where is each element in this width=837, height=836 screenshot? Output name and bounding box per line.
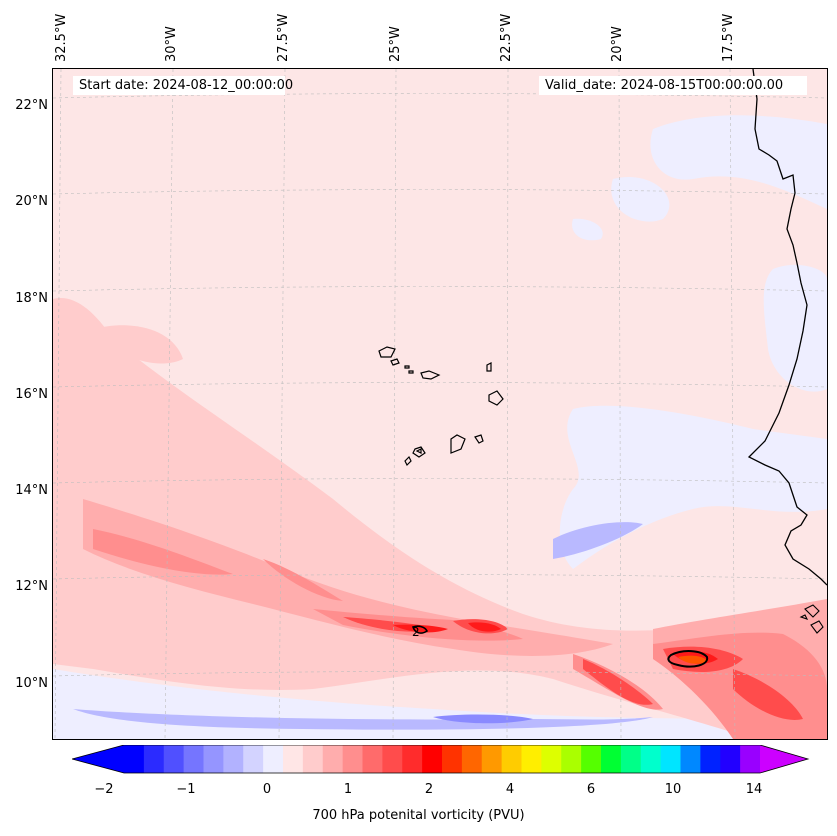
colorbar-cell [183, 745, 204, 773]
colorbar-cell [143, 745, 165, 773]
lon-label-20w: 20°W [610, 26, 625, 62]
colorbar-cell [362, 745, 383, 773]
gridlines [53, 69, 827, 739]
bissau-archipelago [799, 604, 824, 634]
colorbar-tick: 2 [424, 782, 434, 797]
colorbar-cell [203, 745, 224, 773]
start-date-box: Start date: 2024-08-12_00:00:00 [73, 76, 293, 95]
colorbar-cell [124, 745, 145, 773]
colorbar-cell [481, 745, 503, 773]
pv-field-map: 2 [53, 69, 827, 739]
colorbar-cell [640, 745, 662, 773]
contour-label: 2 [412, 625, 420, 639]
colorbar-cell [422, 745, 443, 773]
colorbar-cell [720, 745, 741, 773]
colorbar-tick: 10 [664, 782, 682, 797]
colorbar-cell [521, 745, 542, 773]
colorbar-extend-high [760, 745, 808, 773]
map-panel[interactable]: 2 [52, 68, 828, 740]
colorbar-cell [283, 745, 304, 773]
lon-label-30w: 30°W [164, 26, 179, 62]
colorbar-cell [223, 745, 244, 773]
lat-label-22n: 22°N [15, 98, 48, 113]
colorbar-cell [501, 745, 522, 773]
colorbar-cell [322, 745, 344, 773]
lon-label-27-5w: 27.5°W [276, 13, 291, 62]
colorbar [72, 745, 810, 774]
lat-label-18n: 18°N [15, 291, 48, 306]
lat-label-16n: 16°N [15, 387, 48, 402]
colorbar-cell [581, 745, 602, 773]
colorbar-cell [740, 745, 761, 773]
start-date-text: Start date: 2024-08-12_00:00:00 [79, 78, 294, 93]
lat-label-20n: 20°N [15, 194, 48, 209]
cabo-verde-islands [378, 346, 504, 467]
colorbar-cell [680, 745, 701, 773]
pv-2-contour [667, 650, 709, 668]
positive-pv-band-1 [53, 298, 827, 739]
colorbar-cell [163, 745, 185, 773]
pv-2-contour-west [411, 625, 429, 634]
colorbar-tick: −2 [94, 782, 114, 797]
colorbar-cell [541, 745, 562, 773]
lon-label-32-5w: 32.5°W [54, 13, 69, 62]
lat-label-10n: 10°N [15, 676, 48, 691]
lon-label-17-5w: 17.5°W [721, 13, 736, 62]
colorbar-cell [700, 745, 721, 773]
colorbar-label: 700 hPa potenital vorticity (PVU) [312, 808, 525, 823]
colorbar-cell [442, 745, 463, 773]
colorbar-cell [660, 745, 681, 773]
valid-date-text: Valid_date: 2024-08-15T00:00:00.00 [545, 78, 784, 93]
colorbar-cell [302, 745, 324, 773]
lat-label-12n: 12°N [15, 579, 48, 594]
lat-label-14n: 14°N [15, 483, 48, 498]
colorbar-tick: 4 [505, 782, 515, 797]
colorbar-tick: 14 [745, 782, 763, 797]
lon-label-22-5w: 22.5°W [499, 13, 514, 62]
colorbar-tick: −1 [176, 782, 196, 797]
colorbar-tick: 6 [586, 782, 596, 797]
colorbar-cell [402, 745, 423, 773]
strong-negative-pv [433, 714, 533, 724]
colorbar-cells [124, 745, 761, 773]
colorbar-tick: 1 [343, 782, 353, 797]
colorbar-cell [601, 745, 622, 773]
colorbar-cell [243, 745, 264, 773]
colorbar-cell [342, 745, 363, 773]
colorbar-extend-low [72, 745, 124, 773]
colorbar-cell [382, 745, 403, 773]
colorbar-tick: 0 [262, 782, 272, 797]
colorbar-cell [461, 745, 483, 773]
colorbar-cell [263, 745, 284, 773]
max-pv-core [678, 655, 708, 664]
valid-date-box: Valid_date: 2024-08-15T00:00:00.00 [539, 76, 807, 95]
african-coastline [747, 69, 827, 586]
lon-label-25w: 25°W [388, 26, 403, 62]
colorbar-cell [620, 745, 642, 773]
colorbar-cell [561, 745, 582, 773]
